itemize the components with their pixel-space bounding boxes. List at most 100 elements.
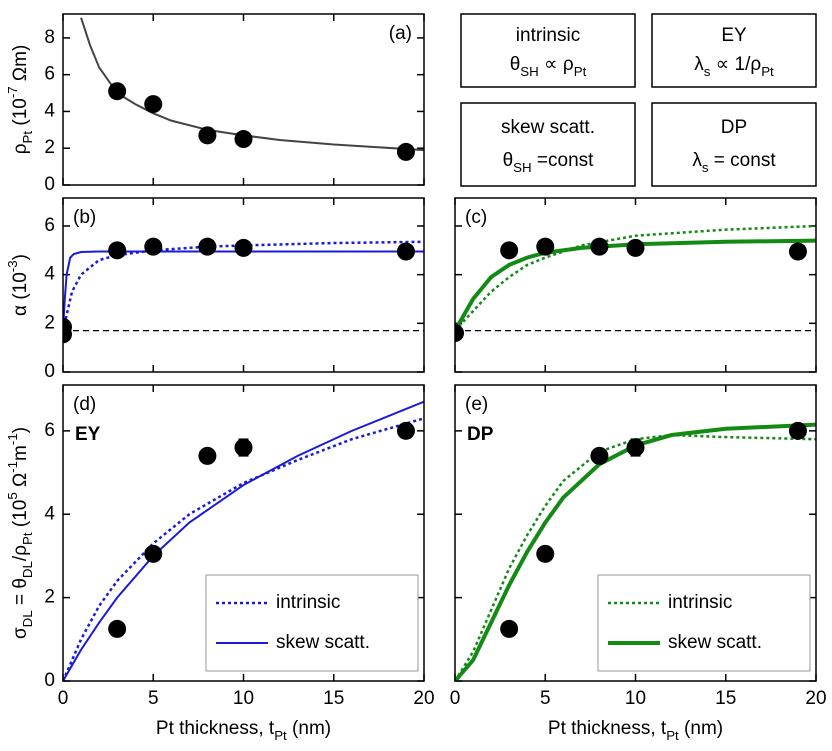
y-tick-label: 0 <box>44 361 55 382</box>
panel-label: (b) <box>73 207 96 228</box>
text-part: = const <box>709 150 777 171</box>
data-point <box>198 446 217 465</box>
y-tick-label: 2 <box>44 312 55 333</box>
text-part: (nm) <box>287 718 331 739</box>
text-part: Pt thickness, t <box>548 718 667 739</box>
text-part: Pt <box>761 64 774 79</box>
info-box <box>460 102 636 187</box>
y-tick-label: 0 <box>44 670 55 691</box>
panel-label: (e) <box>465 394 488 415</box>
curve <box>63 250 424 331</box>
info-text: EY <box>721 25 747 46</box>
text-part: θ <box>503 150 514 171</box>
panel-label: (c) <box>465 207 487 228</box>
text-part: -7 <box>5 86 20 98</box>
y-tick-label: 2 <box>44 587 55 608</box>
data-point <box>626 438 645 457</box>
info-text: θSH ∝ ρPt <box>510 54 587 79</box>
legend-label: skew scatt. <box>276 632 370 653</box>
data-point <box>144 544 163 563</box>
plot-frame <box>454 384 817 682</box>
text-part: DL <box>20 561 35 578</box>
data-point <box>63 325 72 344</box>
curve <box>63 240 424 331</box>
text-part: s <box>704 64 711 79</box>
info-text: DP <box>721 117 747 138</box>
info-box <box>651 102 817 187</box>
info-text: λs = const <box>692 150 776 175</box>
annotation: DP <box>467 424 494 445</box>
text-part: Pt <box>274 728 287 743</box>
x-tick-label: 5 <box>148 688 159 709</box>
data-point <box>500 619 519 638</box>
x-axis-label: Pt thickness, tPt (nm) <box>548 718 723 743</box>
text-part: σ <box>10 627 31 639</box>
panel: 0 2 4 6 8 (a) ρPt (10-7 Ωm) <box>5 13 425 195</box>
text-part: DL <box>20 610 35 627</box>
text-part: λ <box>692 150 702 171</box>
x-tick-label: 15 <box>323 688 344 709</box>
info-box <box>460 13 636 88</box>
text-part: SH <box>520 64 538 79</box>
x-tick-label: 15 <box>715 688 736 709</box>
text-part: intrinsic <box>516 25 580 46</box>
text-part: ) <box>10 254 31 260</box>
info-text: λs ∝ 1/ρPt <box>694 54 774 79</box>
annotation: EY <box>75 424 101 445</box>
data-point <box>788 242 807 261</box>
text-part: λ <box>694 54 704 75</box>
y-tick-label: 6 <box>44 420 55 441</box>
text-part: Pt thickness, t <box>156 718 275 739</box>
text-part: skew scatt. <box>501 117 595 138</box>
y-tick-label: 4 <box>44 100 55 121</box>
info-text: skew scatt. <box>501 117 595 138</box>
x-tick-label: 10 <box>625 688 646 709</box>
data-point <box>144 95 163 114</box>
text-part: DP <box>721 117 747 138</box>
x-tick-label: 20 <box>413 688 434 709</box>
text-part: (10 <box>10 500 31 533</box>
x-tick-label: 0 <box>450 688 461 709</box>
text-part: 5 <box>5 492 20 499</box>
y-tick-label: 0 <box>44 174 55 195</box>
text-part: ρ <box>10 143 31 154</box>
plot-frame <box>62 197 425 373</box>
data-point <box>108 241 127 260</box>
y-tick-label: 8 <box>44 27 55 48</box>
curve <box>455 433 816 681</box>
y-tick-label: 4 <box>44 503 55 524</box>
y-tick-label: 4 <box>44 264 55 285</box>
data-point <box>198 237 217 256</box>
plot-frame <box>454 197 817 373</box>
panel-label: (d) <box>73 394 96 415</box>
legend-label: intrinsic <box>668 592 732 613</box>
text-part: (10 <box>10 98 31 131</box>
text-part: = θ <box>10 578 31 610</box>
text-part: -3 <box>5 260 20 272</box>
legend-box <box>597 574 811 672</box>
text-part: θ <box>510 54 521 75</box>
data-point <box>590 237 609 256</box>
x-tick-label: 0 <box>58 688 69 709</box>
text-part: Ωm) <box>10 45 31 87</box>
text-part: s <box>702 160 709 175</box>
text-part: (nm) <box>679 718 723 739</box>
text-part: Pt <box>20 532 35 545</box>
data-point <box>455 324 464 343</box>
data-point <box>500 241 519 260</box>
y-tick-label: 6 <box>44 64 55 85</box>
info-text: intrinsic <box>516 25 580 46</box>
text-part: Pt <box>666 728 679 743</box>
data-point <box>536 544 555 563</box>
text-part: ∝ 1/ρ <box>710 54 761 75</box>
panel-label: (a) <box>389 23 412 44</box>
curve <box>455 422 816 681</box>
info-text: θSH =const <box>503 150 595 175</box>
data-point <box>396 242 415 261</box>
panel: (c) <box>454 197 817 373</box>
text-part: α (10 <box>10 272 31 316</box>
text-part: SH <box>513 160 531 175</box>
x-tick-label: 5 <box>540 688 551 709</box>
